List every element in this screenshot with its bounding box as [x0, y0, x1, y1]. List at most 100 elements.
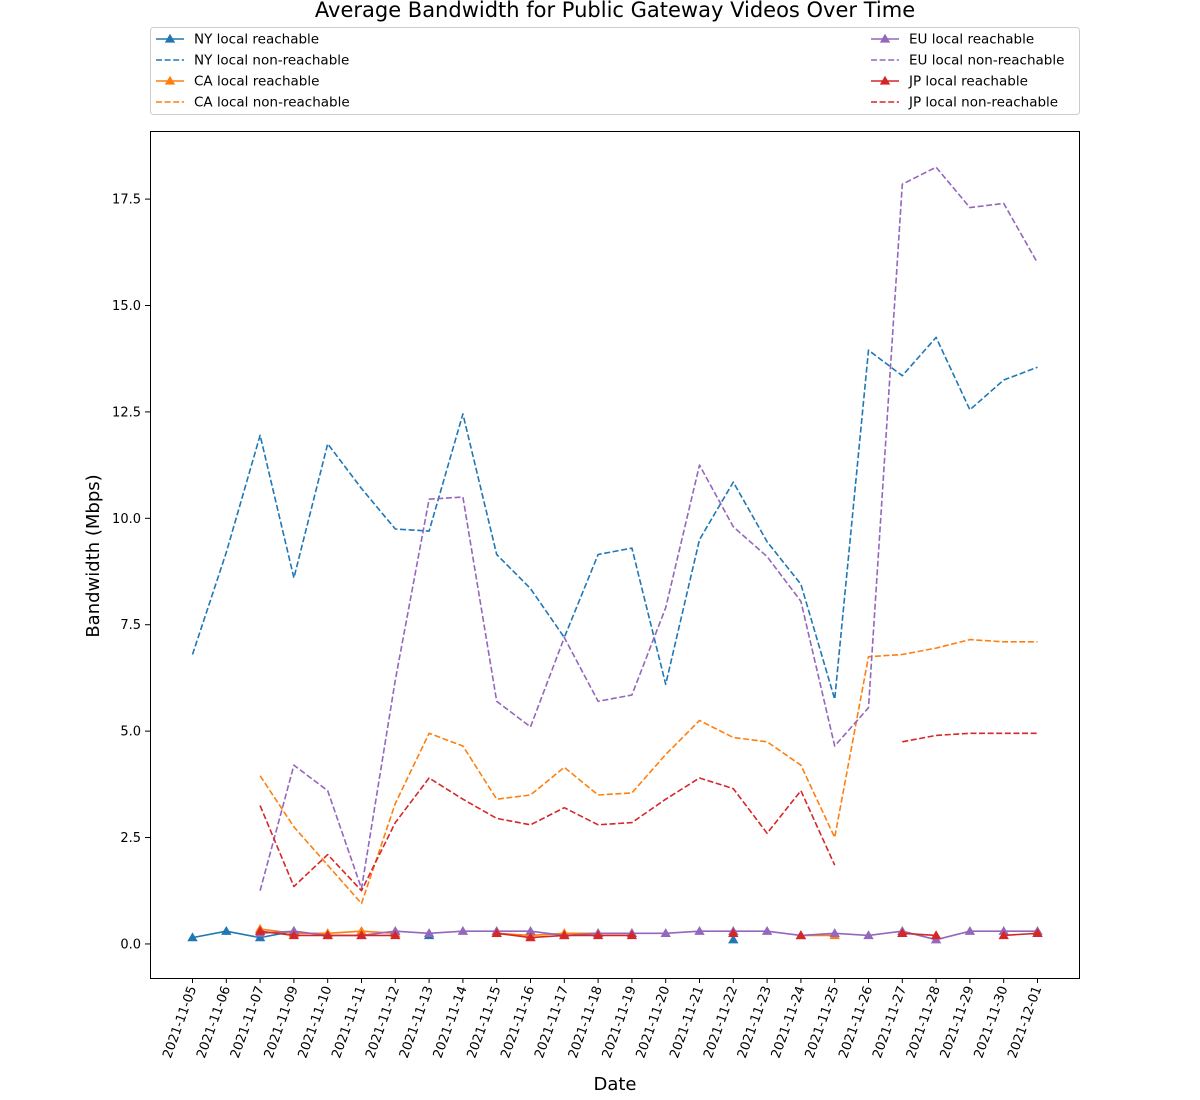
series-line [260, 930, 1038, 941]
series-line [192, 930, 295, 939]
legend-item: EU local reachable [871, 32, 1034, 48]
data-point [288, 930, 300, 940]
data-point [660, 928, 671, 937]
data-point [322, 930, 333, 940]
x-tick-label: 2021-12-01 [1005, 984, 1045, 1060]
series-eu-local-non-reachable [259, 166, 1039, 891]
legend-label: JP local non-reachable [908, 95, 1058, 111]
x-tick-label: 2021-11-14 [431, 984, 471, 1060]
y-tick-label: 15.0 [112, 299, 141, 314]
legend-label: CA local reachable [194, 74, 319, 90]
data-point [491, 928, 502, 937]
series-ca-local-non-reachable [259, 638, 1038, 905]
data-point [390, 930, 401, 940]
chart-title: Average Bandwidth for Public Gateway Vid… [315, 0, 915, 22]
x-tick-label: 2021-11-19 [600, 984, 640, 1060]
x-tick-label: 2021-11-28 [904, 984, 944, 1060]
x-tick-label: 2021-11-06 [194, 984, 234, 1060]
legend-label: NY local reachable [194, 32, 319, 48]
series-line [259, 638, 1038, 905]
y-tick-label: 17.5 [112, 193, 141, 208]
series-line [1003, 932, 1038, 937]
series-jp-local-non-reachable [259, 732, 1038, 892]
legend-item: CA local reachable [156, 74, 319, 90]
series-line [191, 336, 1038, 701]
x-tick-label: 2021-11-15 [465, 984, 505, 1060]
legend-item: EU local non-reachable [871, 53, 1064, 69]
legend-label: EU local non-reachable [909, 53, 1064, 69]
x-tick-label: 2021-11-07 [228, 984, 268, 1060]
legend-item: NY local reachable [156, 32, 319, 48]
x-tick-label: 2021-11-17 [532, 984, 572, 1060]
x-tick-label: 2021-11-09 [262, 984, 302, 1060]
x-tick-label: 2021-11-25 [803, 984, 843, 1060]
plot-area [150, 131, 1080, 979]
series-line [259, 777, 836, 892]
data-point [897, 928, 908, 937]
data-point [1032, 928, 1043, 937]
legend-marker [164, 75, 176, 85]
series-line [259, 166, 1039, 891]
data-point [559, 930, 570, 940]
y-tick-label: 0.0 [120, 937, 141, 952]
x-tick-label: 2021-11-05 [160, 984, 200, 1060]
y-tick-label: 7.5 [120, 618, 141, 633]
x-tick-label: 2021-11-10 [296, 984, 336, 1060]
data-point [930, 930, 942, 940]
data-point [795, 930, 807, 940]
x-axis-title: Date [593, 1074, 636, 1095]
x-tick-label: 2021-11-16 [498, 984, 538, 1060]
series-layer [187, 166, 1043, 944]
x-tick-label: 2021-11-23 [735, 984, 775, 1060]
y-tick-label: 12.5 [112, 405, 141, 420]
x-axis: 2021-11-052021-11-062021-11-072021-11-09… [160, 978, 1045, 1060]
data-point [964, 925, 976, 935]
legend-item: JP local non-reachable [871, 95, 1058, 111]
data-point [626, 930, 638, 940]
x-tick-label: 2021-11-18 [566, 984, 606, 1060]
y-tick-label: 5.0 [120, 725, 141, 740]
x-tick-label: 2021-11-21 [667, 984, 707, 1060]
legend-label: JP local reachable [908, 74, 1028, 90]
data-point [829, 928, 840, 937]
legend-item: JP local reachable [871, 74, 1028, 90]
legend-label: NY local non-reachable [194, 53, 349, 69]
x-tick-label: 2021-11-26 [836, 984, 876, 1060]
data-point [728, 928, 739, 937]
x-tick-label: 2021-11-12 [363, 984, 403, 1060]
series-line [902, 932, 937, 937]
legend: NY local reachable NY local non-reachable… [150, 27, 1080, 115]
series-line [902, 732, 1038, 743]
data-point [457, 925, 469, 935]
legend-label: EU local reachable [909, 32, 1034, 48]
x-tick-label: 2021-11-29 [938, 984, 978, 1060]
x-tick-label: 2021-11-30 [972, 984, 1012, 1060]
data-point [423, 928, 435, 937]
data-point [187, 932, 198, 942]
data-point [728, 934, 739, 944]
data-point [356, 930, 367, 940]
series-ny-local-non-reachable [191, 336, 1038, 701]
legend-box [150, 27, 1080, 115]
legend-marker [879, 33, 891, 43]
x-tick-label: 2021-11-24 [769, 984, 809, 1060]
legend-marker [879, 75, 891, 85]
x-tick-label: 2021-11-27 [870, 984, 910, 1060]
data-point [221, 925, 232, 935]
data-point [525, 932, 536, 942]
data-point [998, 930, 1009, 940]
data-point [863, 930, 874, 940]
data-point [761, 925, 773, 935]
x-tick-label: 2021-11-20 [634, 984, 674, 1060]
data-point [694, 925, 705, 935]
data-point [592, 930, 604, 940]
y-tick-label: 2.5 [120, 831, 141, 846]
x-tick-label: 2021-11-22 [701, 984, 741, 1060]
legend-marker [164, 33, 176, 43]
series-jp-local-reachable [254, 925, 1043, 942]
y-tick-label: 10.0 [112, 512, 141, 527]
legend-item: NY local non-reachable [156, 53, 349, 69]
legend-item: CA local non-reachable [156, 95, 350, 111]
